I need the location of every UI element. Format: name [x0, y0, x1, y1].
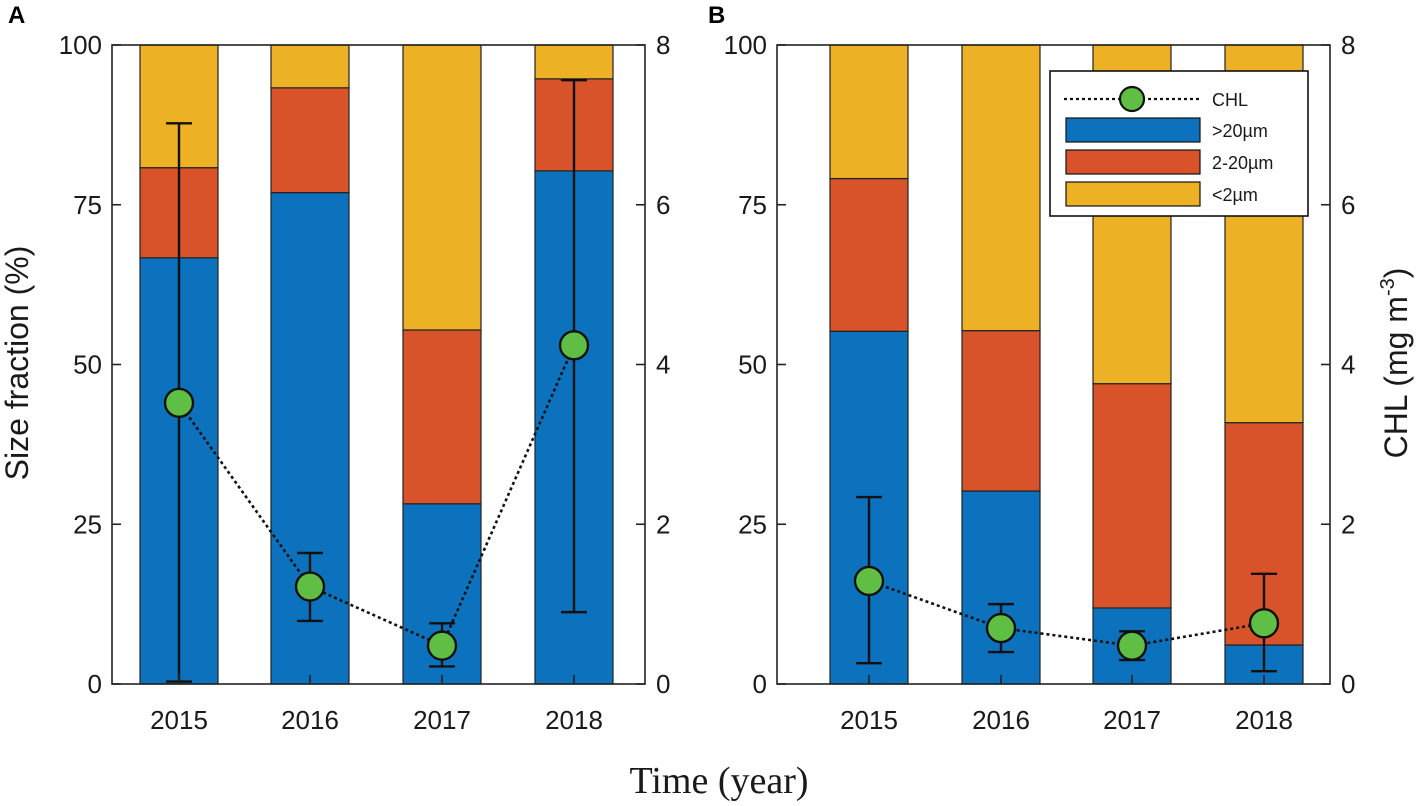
panel-a-chl-point-2018 [558, 330, 590, 361]
legend: CHL >20µm 2-20µm <2µm [1049, 70, 1309, 217]
panel-b-bar-2015-lt2 [829, 44, 909, 180]
panel-a-xtick-label-2016: 2016 [281, 705, 339, 735]
legend-label-gt20: >20µm [1212, 121, 1268, 141]
panel-b-ytick-right-label: 6 [1341, 190, 1355, 220]
panel-a-ytick-left-label: 50 [73, 350, 102, 380]
panel-a-chl-point-2016 [294, 571, 326, 602]
panel-a-xtick-label-2017: 2017 [413, 705, 471, 735]
legend-label-chl: CHL [1212, 90, 1248, 110]
panel-b-xtick-label-2016: 2016 [972, 705, 1030, 735]
panel-a-chl-point-2017 [426, 630, 458, 661]
panel-b-bar-2016-lt2 [961, 44, 1041, 332]
panel-b-bar-2017-mid [1092, 383, 1172, 609]
panel-b-chl-point-2018 [1248, 608, 1280, 639]
panel-a-ytick-right-label: 4 [656, 350, 670, 380]
chl-layer [163, 78, 1280, 683]
panel-b-chl-point-2017 [1116, 630, 1148, 661]
panel-b-xtick-label-2018: 2018 [1235, 705, 1293, 735]
panel-a-chl-line [177, 344, 576, 648]
panel-a-ytick-left-label: 100 [59, 30, 102, 60]
panel-b-bar-2015-mid [829, 177, 909, 332]
panel-a-xtick-label-2015: 2015 [150, 705, 208, 735]
panel-a-bar-2017-lt2 [402, 44, 482, 331]
panel-a-bar-2016-lt2 [270, 44, 350, 89]
panel-b-ytick-right-label: 2 [1341, 509, 1355, 539]
x-axis-label: Time (year) [629, 760, 808, 802]
panel-b-xtick-label-2017: 2017 [1103, 705, 1161, 735]
panel-a-bar-2018-lt2 [534, 44, 614, 80]
legend-swatch-gt20 [1065, 117, 1201, 143]
panel-b-ytick-left-label: 25 [738, 509, 767, 539]
y-axis-label-right-sup: -3 [1377, 278, 1399, 296]
panel-a-ytick-left-label: 0 [88, 669, 102, 699]
panel-b-chl-line [868, 579, 1265, 647]
legend-swatch-mid [1065, 149, 1201, 175]
legend-swatch-lt2 [1065, 181, 1201, 207]
panel-a-ytick-right-label: 6 [656, 190, 670, 220]
panel-b-ytick-left-label: 0 [753, 669, 767, 699]
panel-a-bar-2016-mid [270, 87, 350, 194]
panel-b-ytick-left-label: 75 [738, 190, 767, 220]
panel-a-chl-point-2015 [163, 387, 195, 419]
panel-a-ytick-left-label: 75 [73, 190, 102, 220]
panel-a-ytick-right-label: 2 [656, 509, 670, 539]
y-axis-label-left: Size fraction (%) [0, 246, 35, 481]
panel-b-bar-2016-gt20 [961, 490, 1041, 685]
panel-b-ytick-left-label: 50 [738, 350, 767, 380]
panel-b-label: B [708, 2, 725, 29]
panel-a-xtick-label-2018: 2018 [545, 705, 603, 735]
panel-b-chl-point-2015 [853, 565, 885, 597]
legend-label-mid: 2-20µm [1212, 153, 1273, 173]
panel-b-xtick-label-2015: 2015 [840, 705, 898, 735]
panel-b-bar-2016-mid [961, 330, 1041, 492]
panel-b-ytick-right-label: 0 [1341, 669, 1355, 699]
y-axis-label-right-close: ) [1378, 268, 1414, 279]
panel-a-ytick-left-label: 25 [73, 509, 102, 539]
panel-a-bar-2017-mid [402, 329, 482, 505]
panel-b-ytick-right-label: 8 [1341, 30, 1355, 60]
panel-a-label: A [8, 2, 25, 29]
legend-chl-marker [1118, 85, 1146, 113]
panel-b-chl-point-2016 [985, 612, 1017, 644]
y-axis-label-right-main: CHL (mg m [1378, 296, 1414, 458]
legend-label-lt2: <2µm [1212, 185, 1258, 205]
panel-b-ytick-left-label: 100 [724, 30, 767, 60]
axes-layer: 0 25 50 75 100 0 2 4 6 8 2015 2016 2017 2018 A 0 25 50 75 1… [8, 2, 1355, 735]
y-axis-label-right: CHL (mg m-3) [1377, 268, 1414, 459]
panel-a-ytick-right-label: 0 [656, 669, 670, 699]
panel-b-ytick-right-label: 4 [1341, 350, 1355, 380]
panel-a-ytick-right-label: 8 [656, 30, 670, 60]
